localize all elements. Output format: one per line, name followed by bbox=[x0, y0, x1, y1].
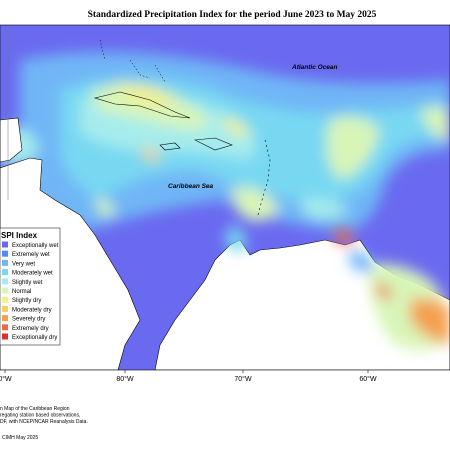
longitude-label: 80°W bbox=[116, 375, 134, 383]
legend-label: Normal bbox=[12, 289, 31, 295]
legend-swatch bbox=[2, 241, 8, 248]
legend-label: Very wet bbox=[12, 261, 35, 267]
legend-label: Exceptionally wet bbox=[12, 243, 59, 249]
longitude-label: 0°W bbox=[0, 375, 12, 383]
ocean-label: Atlantic Ocean bbox=[291, 64, 338, 71]
footer-line: regating station based observations, bbox=[0, 413, 80, 419]
legend-label: Severely dry bbox=[12, 317, 45, 323]
legend-swatch bbox=[2, 278, 8, 285]
legend-swatch bbox=[2, 269, 8, 276]
legend-swatch bbox=[2, 296, 8, 303]
legend-swatch bbox=[2, 305, 8, 312]
footer-line: DF, with NCEP/NCAR Reanalysis Data. bbox=[0, 419, 88, 425]
legend-title: SPI Index bbox=[1, 231, 38, 240]
legend-label: Moderately dry bbox=[12, 307, 52, 313]
footer-line: n Map of the Caribbean Region bbox=[0, 406, 70, 412]
legend-label: Extremely wet bbox=[12, 252, 50, 258]
legend-swatch bbox=[2, 250, 8, 257]
legend-label: Extremely dry bbox=[12, 326, 49, 332]
longitude-label: 60°W bbox=[359, 375, 377, 383]
legend-swatch bbox=[2, 324, 8, 331]
credit: CIMH May 2025 bbox=[2, 435, 38, 441]
legend-label: Slightly wet bbox=[12, 280, 43, 286]
legend-box bbox=[0, 227, 61, 346]
legend: SPI Index Exceptionally wet Extremely wet… bbox=[0, 227, 61, 346]
legend-label: Exceptionally dry bbox=[12, 335, 57, 341]
longitude-ticks: 0°W 80°W 70°W 60°W bbox=[0, 370, 377, 383]
sea-label: Caribbean Sea bbox=[168, 183, 214, 190]
legend-swatch bbox=[2, 315, 8, 322]
map bbox=[0, 25, 450, 370]
legend-swatch bbox=[2, 259, 8, 266]
legend-label: Moderately wet bbox=[12, 271, 53, 277]
legend-label: Slightly dry bbox=[12, 298, 41, 304]
legend-swatch bbox=[2, 287, 8, 294]
longitude-label: 70°W bbox=[234, 375, 252, 383]
legend-swatch bbox=[2, 333, 8, 340]
title: Standardized Precipitation Index for the… bbox=[88, 10, 377, 20]
